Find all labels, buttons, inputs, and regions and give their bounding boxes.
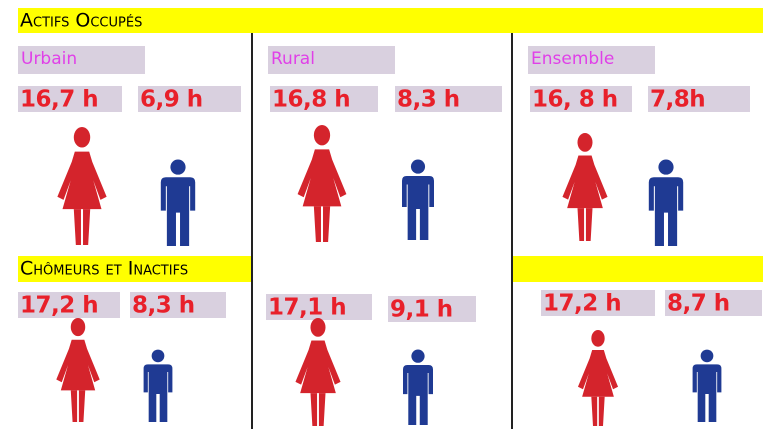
legs bbox=[310, 393, 326, 426]
man-icon bbox=[692, 349, 722, 422]
column-label: Ensemble bbox=[531, 49, 614, 69]
head bbox=[658, 159, 674, 175]
legs bbox=[70, 390, 86, 422]
man-icon bbox=[403, 349, 433, 425]
head bbox=[700, 349, 714, 363]
body bbox=[648, 177, 684, 246]
label-box bbox=[268, 46, 395, 74]
head bbox=[73, 127, 91, 148]
head bbox=[577, 133, 593, 152]
value-box bbox=[130, 292, 226, 318]
section-title: Chômeurs et Inactifs bbox=[20, 258, 188, 280]
woman-icon bbox=[562, 133, 608, 242]
value-box bbox=[541, 290, 655, 316]
legs bbox=[73, 209, 91, 245]
value-box bbox=[18, 86, 122, 112]
head bbox=[411, 349, 425, 363]
body bbox=[402, 176, 434, 240]
body bbox=[143, 364, 173, 422]
value-text: 17,1 h bbox=[268, 295, 346, 321]
value-box bbox=[530, 86, 632, 112]
value-text: 7,8h bbox=[650, 87, 705, 113]
woman-icon bbox=[297, 125, 347, 242]
body bbox=[692, 364, 722, 422]
value-box bbox=[395, 86, 502, 112]
head bbox=[410, 159, 426, 174]
section-bar bbox=[18, 256, 252, 282]
value-box bbox=[648, 86, 750, 112]
body bbox=[160, 177, 196, 246]
legs bbox=[577, 208, 593, 242]
head bbox=[313, 125, 331, 146]
column-label: Rural bbox=[271, 49, 315, 69]
woman-icon bbox=[56, 318, 100, 422]
value-text: 8,3 h bbox=[397, 87, 460, 113]
dress bbox=[295, 340, 341, 394]
dress bbox=[57, 151, 107, 210]
head bbox=[70, 318, 86, 337]
value-text: 16,7 h bbox=[20, 87, 98, 113]
dress bbox=[297, 149, 347, 207]
value-box bbox=[138, 86, 241, 112]
man-icon bbox=[402, 159, 434, 240]
woman-icon bbox=[577, 330, 619, 426]
value-box bbox=[665, 290, 762, 316]
head bbox=[170, 159, 186, 175]
value-text: 16,8 h bbox=[272, 87, 350, 113]
dress bbox=[577, 350, 619, 397]
value-text: 6,9 h bbox=[140, 87, 203, 113]
body bbox=[403, 365, 433, 425]
value-box bbox=[18, 292, 120, 318]
value-text: 17,2 h bbox=[543, 291, 621, 317]
value-text: 16, 8 h bbox=[532, 87, 618, 113]
head bbox=[151, 349, 165, 363]
dress bbox=[562, 155, 608, 209]
value-box bbox=[266, 294, 372, 320]
value-text: 8,7 h bbox=[667, 291, 730, 317]
value-text: 8,3 h bbox=[132, 293, 195, 319]
legs bbox=[313, 206, 331, 242]
man-icon bbox=[143, 349, 173, 422]
legs bbox=[591, 396, 605, 426]
section-title: Actifs Occupés bbox=[20, 10, 142, 32]
section-bar bbox=[18, 8, 763, 33]
label-box bbox=[18, 46, 145, 74]
value-text: 17,2 h bbox=[20, 293, 98, 319]
head bbox=[591, 330, 605, 347]
man-icon bbox=[648, 159, 684, 246]
value-text: 9,1 h bbox=[390, 297, 453, 323]
section-bar bbox=[512, 256, 763, 282]
dress bbox=[56, 339, 100, 391]
woman-icon bbox=[295, 318, 341, 426]
value-box bbox=[388, 296, 476, 322]
woman-icon bbox=[57, 127, 107, 245]
label-box bbox=[528, 46, 655, 74]
head bbox=[310, 318, 326, 337]
column-label: Urbain bbox=[21, 49, 77, 69]
value-box bbox=[270, 86, 378, 112]
man-icon bbox=[160, 159, 196, 246]
